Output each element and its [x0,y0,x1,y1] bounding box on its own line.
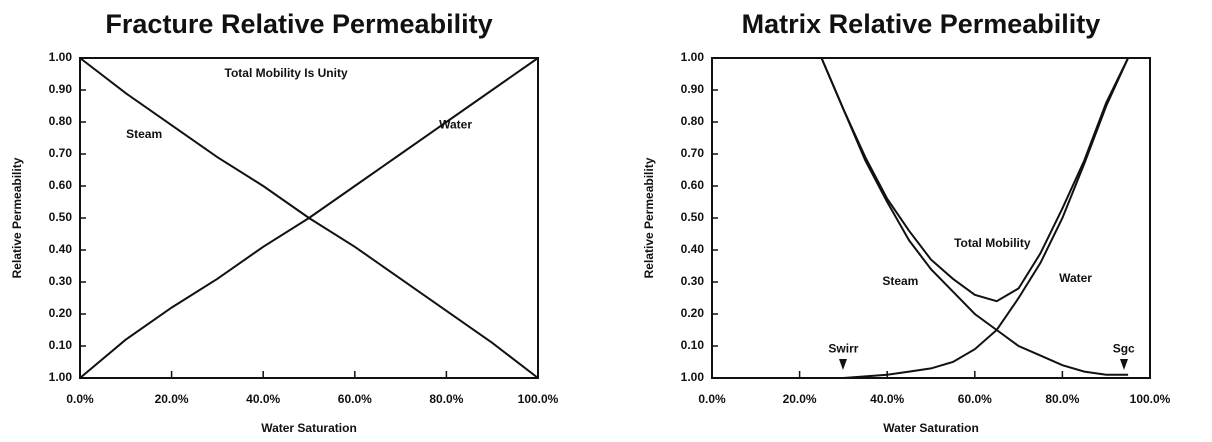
y-tick-label: 0.70 [49,146,73,160]
x-tick-label: 0.0% [698,392,726,406]
plot-frame [711,57,1151,379]
y-tick-label: 1.00 [681,50,705,64]
x-tick-label: 20.0% [783,392,817,406]
series-line [79,57,539,379]
x-tick-label: 80.0% [429,392,463,406]
swirr-arrow [839,359,847,370]
y-tick-label: 0.30 [681,274,705,288]
y-tick-label: 1.00 [49,370,73,384]
y-tick-label: 0.20 [49,306,73,320]
x-axis-label: Water Saturation [883,421,979,435]
y-axis-label: Relative Permeability [10,157,24,278]
x-tick-label: 80.0% [1045,392,1079,406]
x-axis-label: Water Saturation [261,421,357,435]
series-line [843,57,1130,379]
y-tick-label: 0.90 [681,82,705,96]
x-tick-label: 40.0% [870,392,904,406]
y-tick-label: 0.90 [49,82,73,96]
y-tick-label: 1.00 [49,50,73,64]
annotation: Total Mobility [954,236,1031,250]
annotation: Steam [126,127,162,141]
series-line [820,57,1129,303]
y-tick-label: 0.30 [49,274,73,288]
x-tick-label: 60.0% [958,392,992,406]
x-tick-label: 100.0% [518,392,559,406]
annotation: Steam [882,274,918,288]
y-tick-label: 0.50 [681,210,705,224]
x-tick-label: 60.0% [338,392,372,406]
y-tick-label: 0.10 [49,338,73,352]
annotation: Swirr [828,341,858,355]
x-tick-label: 40.0% [246,392,280,406]
y-tick-label: 0.50 [49,210,73,224]
annotation: Sgc [1113,341,1135,355]
y-tick-label: 0.40 [681,242,705,256]
y-tick-label: 1.00 [681,370,705,384]
chart-title: Matrix Relative Permeability [742,9,1101,39]
series-line [820,57,1129,376]
chart-title: Fracture Relative Permeability [105,9,492,39]
y-tick-label: 0.80 [681,114,705,128]
y-axis-label: Relative Permeability [642,157,656,278]
x-tick-label: 100.0% [1130,392,1171,406]
y-tick-label: 0.10 [681,338,705,352]
y-tick-label: 0.60 [681,178,705,192]
x-tick-label: 0.0% [66,392,94,406]
sgc-arrow [1120,359,1128,370]
x-tick-label: 20.0% [155,392,189,406]
y-tick-label: 0.80 [49,114,73,128]
annotation: Total Mobility Is Unity [225,66,348,80]
annotation: Water [439,117,472,131]
y-tick-label: 0.60 [49,178,73,192]
y-tick-label: 0.70 [681,146,705,160]
y-tick-label: 0.40 [49,242,73,256]
annotation: Water [1059,271,1092,285]
y-tick-label: 0.20 [681,306,705,320]
